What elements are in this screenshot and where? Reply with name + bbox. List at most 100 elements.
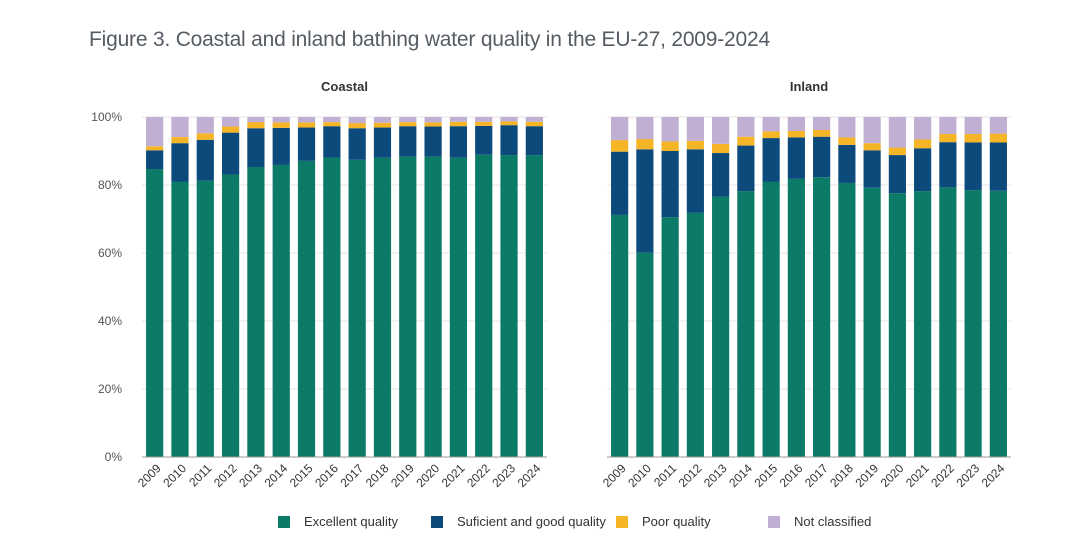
- inland-bar-poor-2022: [939, 134, 957, 143]
- inland-bar-excellent-2019: [863, 187, 881, 457]
- inland-x-tick-label: 2016: [777, 461, 806, 490]
- coastal-bar-not-classified-2014: [272, 117, 290, 123]
- inland-bar-poor-2012: [686, 140, 704, 150]
- inland-bar-not-classified-2020: [888, 117, 906, 148]
- coastal-bar-not-classified-2024: [525, 117, 543, 122]
- coastal-x-tick-label: 2023: [489, 461, 518, 490]
- coastal-bar-sufficient-2020: [424, 126, 442, 157]
- inland-bar-sufficient-2011: [661, 151, 679, 218]
- inland-bar-poor-2015: [762, 131, 780, 139]
- coastal-bar-sufficient-2018: [373, 127, 392, 158]
- y-tick-label: 20%: [98, 382, 122, 396]
- inland-bar-sufficient-2010: [636, 149, 654, 253]
- inland-bar-sufficient-2022: [939, 142, 957, 188]
- coastal-bar-excellent-2013: [247, 166, 265, 458]
- legend-item-not-classified: Not classified: [768, 514, 871, 529]
- coastal-bar-not-classified-2017: [348, 117, 366, 124]
- inland-x-tick-label: 2021: [903, 461, 932, 490]
- inland-x-tick-label: 2009: [600, 461, 629, 490]
- coastal-panel-title: Coastal: [321, 79, 368, 94]
- inland-bar-excellent-2020: [888, 193, 906, 457]
- coastal-bar-poor-2014: [272, 122, 290, 128]
- coastal-bar-sufficient-2010: [171, 143, 189, 182]
- coastal-bar-excellent-2015: [297, 160, 316, 458]
- coastal-bar-sufficient-2024: [525, 126, 543, 156]
- inland-bar-poor-2013: [712, 143, 730, 154]
- coastal-bar-not-classified-2013: [247, 117, 265, 123]
- coastal-bar-poor-2017: [348, 123, 366, 129]
- inland-x-tick-label: 2014: [726, 461, 755, 490]
- coastal-bar-excellent-2024: [525, 155, 543, 457]
- coastal-bar-excellent-2009: [146, 169, 164, 457]
- coastal-bar-excellent-2023: [500, 155, 518, 457]
- coastal-bar-sufficient-2012: [221, 132, 240, 175]
- inland-bar-sufficient-2009: [611, 151, 629, 215]
- coastal-bar-poor-2010: [171, 137, 189, 144]
- coastal-x-tick-label: 2019: [388, 461, 417, 490]
- coastal-bar-poor-2015: [297, 122, 316, 128]
- inland-bar-poor-2020: [888, 147, 906, 156]
- inland-bar-excellent-2024: [989, 190, 1007, 457]
- inland-bar-poor-2019: [863, 143, 881, 151]
- inland-bar-not-classified-2018: [838, 117, 856, 138]
- y-tick-label: 80%: [98, 178, 122, 192]
- coastal-bar-sufficient-2011: [196, 139, 214, 181]
- coastal-bar-sufficient-2021: [449, 126, 468, 158]
- coastal-bar-poor-2016: [323, 122, 341, 127]
- coastal-bar-not-classified-2011: [196, 117, 214, 134]
- coastal-x-tick-label: 2022: [464, 461, 493, 490]
- inland-x-tick-label: 2010: [625, 461, 654, 490]
- inland-bar-poor-2014: [737, 136, 755, 146]
- coastal-x-tick-label: 2018: [363, 461, 392, 490]
- inland-bar-sufficient-2018: [838, 144, 856, 183]
- coastal-bar-sufficient-2022: [475, 125, 493, 155]
- inland-bar-excellent-2016: [787, 178, 805, 457]
- coastal-bar-sufficient-2009: [146, 150, 164, 170]
- inland-bar-excellent-2022: [939, 187, 957, 457]
- inland-bar-poor-2010: [636, 139, 654, 150]
- coastal-x-tick-label: 2011: [186, 461, 214, 489]
- inland-bar-not-classified-2023: [964, 117, 982, 134]
- coastal-bar-excellent-2022: [475, 154, 493, 458]
- inland-x-tick-label: 2015: [751, 461, 780, 490]
- legend: Excellent quality Suficient and good qual…: [0, 510, 1080, 536]
- coastal-bar-poor-2020: [424, 122, 442, 127]
- inland-x-tick-label: 2018: [827, 461, 856, 490]
- coastal-x-tick-label: 2016: [312, 461, 341, 490]
- coastal-bar-sufficient-2016: [323, 126, 341, 158]
- coastal-bar-poor-2013: [247, 122, 265, 129]
- inland-bar-excellent-2012: [686, 212, 704, 457]
- coastal-bar-poor-2024: [525, 121, 543, 127]
- coastal-bar-poor-2009: [146, 146, 164, 151]
- coastal-bar-poor-2012: [221, 126, 240, 133]
- inland-x-tick-label: 2024: [979, 461, 1008, 490]
- inland-panel-title: Inland: [790, 79, 828, 94]
- inland-bar-excellent-2009: [611, 214, 629, 457]
- inland-x-tick-label: 2011: [651, 461, 679, 489]
- inland-bar-excellent-2017: [813, 177, 831, 457]
- inland-bar-not-classified-2013: [712, 117, 730, 144]
- coastal-bar-not-classified-2020: [424, 117, 442, 123]
- coastal-bar-sufficient-2014: [272, 127, 290, 165]
- inland-bar-excellent-2021: [914, 191, 932, 457]
- inland-x-tick-label: 2023: [953, 461, 982, 490]
- coastal-bar-sufficient-2017: [348, 128, 366, 160]
- inland-bar-poor-2024: [989, 133, 1007, 143]
- coastal-bar-excellent-2021: [449, 157, 468, 458]
- coastal-bar-not-classified-2012: [221, 117, 240, 127]
- coastal-x-tick-label: 2017: [337, 461, 366, 490]
- inland-bar-sufficient-2017: [813, 136, 831, 178]
- inland-bar-poor-2009: [611, 140, 629, 152]
- inland-bar-not-classified-2016: [787, 117, 805, 131]
- coastal-bar-not-classified-2009: [146, 117, 164, 147]
- coastal-x-tick-label: 2012: [211, 461, 240, 490]
- inland-bar-poor-2011: [661, 141, 679, 151]
- inland-x-tick-label: 2020: [878, 461, 907, 490]
- inland-bar-poor-2017: [813, 129, 831, 137]
- inland-bar-not-classified-2014: [737, 117, 755, 137]
- coastal-bar-excellent-2016: [323, 157, 341, 457]
- coastal-bar-not-classified-2022: [475, 117, 493, 122]
- inland-x-tick-label: 2012: [676, 461, 705, 490]
- coastal-bar-not-classified-2010: [171, 117, 189, 138]
